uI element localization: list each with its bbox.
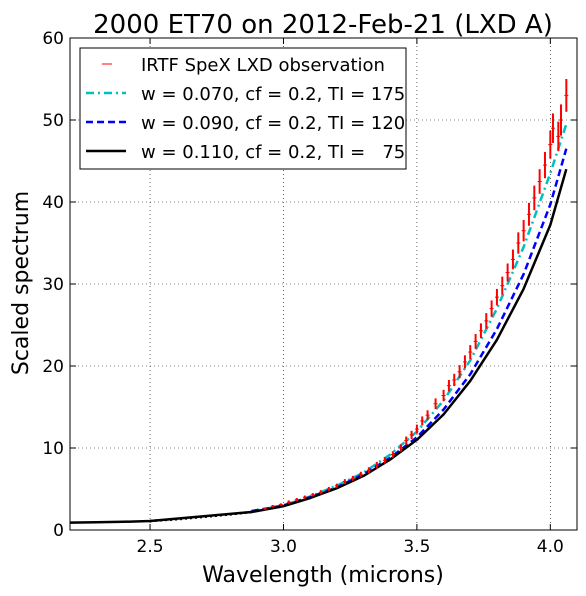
legend-observation-label: IRTF SpeX LXD observation — [141, 55, 385, 76]
series-gap-line-3 — [150, 510, 252, 523]
legend-series-3-label: w = 0.110, cf = 0.2, TI = 75 — [141, 142, 405, 163]
y-tick-label: 20 — [42, 357, 64, 377]
y-tick-label: 0 — [53, 521, 64, 541]
x-tick-label: 2.5 — [137, 537, 164, 557]
x-tick-label: 3.0 — [270, 537, 297, 557]
legend-series-2-label: w = 0.090, cf = 0.2, TI = 120 — [141, 113, 405, 134]
series-line-3 — [69, 168, 568, 524]
y-tick-label: 50 — [42, 111, 64, 131]
x-axis-label: Wavelength (microns) — [202, 563, 444, 588]
series-line-1 — [251, 123, 568, 513]
y-axis-label: Scaled spectrum — [9, 191, 34, 375]
series-line-2 — [251, 148, 568, 513]
chart-title: 2000 ET70 on 2012-Feb-21 (LXD A) — [93, 10, 553, 40]
y-tick-label: 60 — [42, 29, 64, 49]
legend-box — [79, 47, 407, 170]
y-tick-label: 40 — [42, 193, 64, 213]
plot-area — [69, 79, 569, 524]
legend-series-1-label: w = 0.070, cf = 0.2, TI = 175 — [141, 84, 405, 105]
axis-ticks: 2.5 3.0 3.5 4.0 0 10 20 30 40 50 60 — [42, 29, 577, 557]
x-tick-label: 3.5 — [403, 537, 430, 557]
y-tick-label: 10 — [42, 439, 64, 459]
y-tick-label: 30 — [42, 275, 64, 295]
legend: IRTF SpeX LXD observation w = 0.070, cf … — [79, 47, 407, 170]
x-tick-label: 4.0 — [537, 537, 564, 557]
